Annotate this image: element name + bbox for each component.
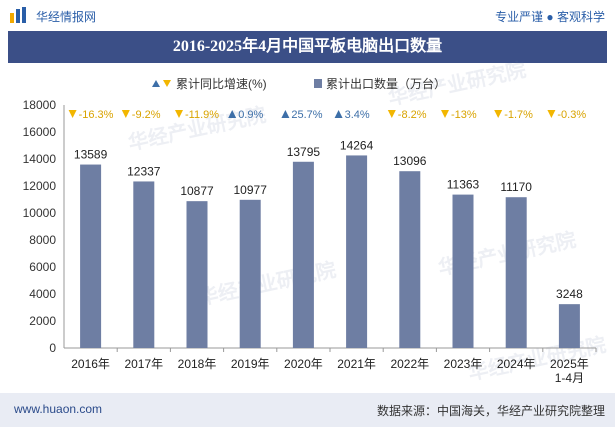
growth-label: 25.7%: [291, 109, 322, 121]
growth-label: 3.4%: [345, 109, 370, 121]
legend-export-label: 累计出口数量（万台）: [326, 76, 446, 91]
growth-down-icon: [121, 110, 130, 118]
y-tick-label: 2000: [29, 314, 56, 328]
footer-url[interactable]: www.huaon.com: [14, 402, 103, 416]
tagline: 专业严谨 ● 客观科学: [495, 10, 605, 24]
legend-up-triangle-icon: [152, 80, 160, 87]
x-tick-label: 2020年: [284, 357, 323, 371]
bar: [505, 197, 527, 348]
legend-growth-label: 累计同比增速(%): [176, 77, 267, 91]
y-tick-label: 8000: [29, 233, 56, 247]
footer: www.huaon.com 数据来源：中国海关，华经产业研究院整理: [0, 393, 615, 427]
growth-down-icon: [547, 110, 556, 118]
bar: [292, 161, 314, 348]
y-tick-label: 12000: [23, 179, 57, 193]
bar: [558, 304, 580, 348]
x-tick-label: 2021年: [337, 357, 376, 371]
growth-label: -8.2%: [398, 109, 427, 121]
growth-label: -0.3%: [557, 109, 586, 121]
x-tick-label: 2023年: [444, 357, 483, 371]
bar-value-label: 13589: [74, 148, 108, 162]
x-tick-label: 2016年: [71, 357, 110, 371]
x-tick-label: 2017年: [124, 357, 163, 371]
x-tick-label: 2025年: [550, 357, 589, 371]
logo-icon: [10, 7, 26, 23]
bar: [80, 164, 102, 348]
top-bar: 华经情报网 专业严谨 ● 客观科学: [0, 0, 615, 30]
bar-value-label: 13795: [287, 145, 321, 159]
bar-value-label: 12337: [127, 164, 161, 178]
growth-up-icon: [281, 110, 290, 118]
bar: [186, 201, 208, 348]
y-tick-label: 10000: [23, 206, 57, 220]
watermark: 华经产业研究院: [196, 257, 338, 310]
bar-value-label: 11170: [500, 180, 532, 194]
growth-down-icon: [441, 110, 449, 118]
bar: [399, 171, 421, 348]
y-tick-label: 6000: [29, 260, 56, 274]
legend-export-swatch: [314, 79, 322, 88]
y-tick-label: 0: [49, 341, 56, 355]
growth-label: -9.2%: [132, 109, 161, 121]
legend-down-triangle-icon: [163, 80, 171, 87]
x-tick-label: 2022年: [390, 357, 429, 371]
y-tick-label: 4000: [29, 287, 56, 301]
growth-up-icon: [334, 110, 343, 118]
growth-label: -1.7%: [504, 109, 533, 121]
growth-label: -13%: [451, 109, 477, 121]
x-tick-label: 2019年: [231, 357, 270, 371]
footer-source: 数据来源：中国海关，华经产业研究院整理: [376, 404, 605, 418]
bar-value-label: 10977: [234, 183, 268, 197]
bar-value-label: 13096: [393, 154, 427, 168]
brand-name: 华经情报网: [36, 10, 97, 24]
bar-value-label: 11363: [447, 178, 480, 192]
y-tick-label: 18000: [23, 98, 57, 112]
x-tick-label: 2024年: [497, 357, 536, 371]
y-tick-label: 14000: [23, 152, 57, 166]
growth-down-icon: [68, 110, 77, 118]
growth-down-icon: [494, 110, 503, 118]
bar-value-label: 3248: [556, 287, 583, 301]
growth-up-icon: [228, 110, 237, 118]
growth-label: 0.9%: [238, 109, 263, 121]
growth-down-icon: [175, 110, 183, 118]
bar-value-label: 10877: [180, 184, 214, 198]
bar-chart: 华经产业研究院华经产业研究院华经产业研究院华经产业研究院华经产业研究院累计同比增…: [23, 57, 608, 385]
growth-label: -11.9%: [185, 109, 219, 121]
bar-value-label: 14264: [340, 138, 374, 152]
growth-down-icon: [387, 110, 396, 118]
x-tick-label: 1-4月: [555, 371, 584, 385]
chart-title: 2016-2025年4月中国平板电脑出口数量: [8, 31, 607, 63]
x-tick-label: 2018年: [178, 357, 217, 371]
bar: [133, 181, 155, 348]
bar: [239, 199, 261, 348]
bar: [452, 194, 474, 348]
y-tick-label: 16000: [23, 125, 57, 139]
bar: [346, 155, 368, 348]
growth-label: -16.3%: [79, 109, 114, 121]
